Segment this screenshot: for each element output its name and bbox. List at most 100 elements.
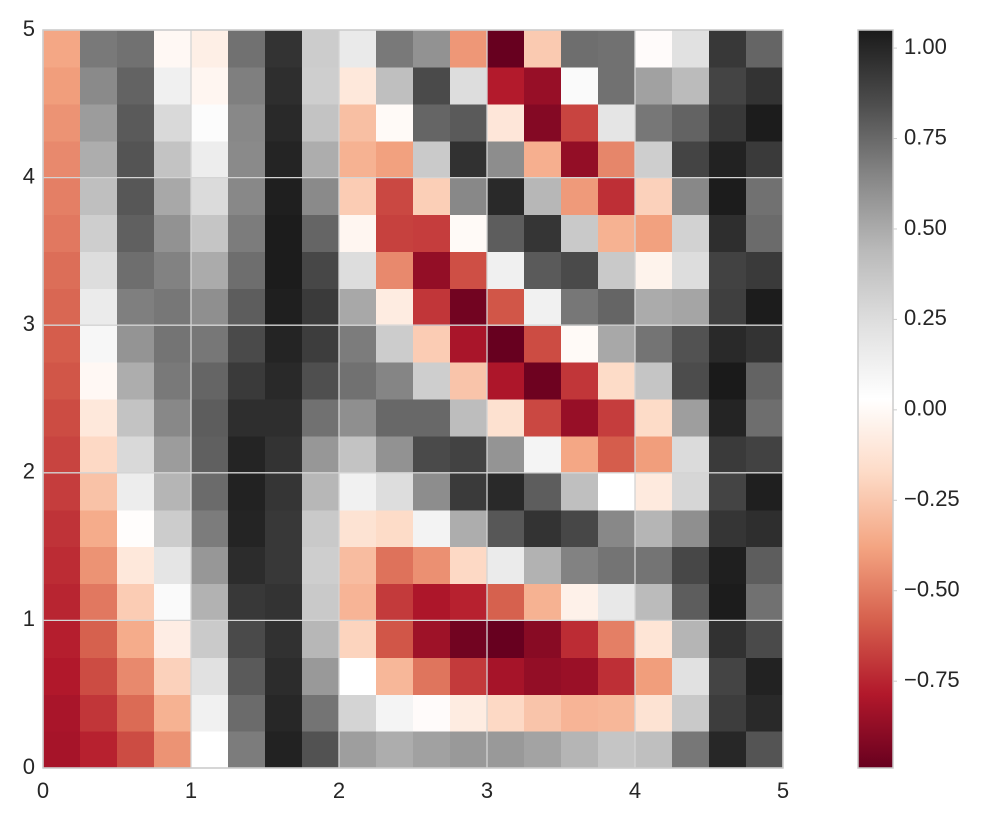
heatmap-cell	[635, 546, 673, 585]
heatmap-cell	[450, 472, 488, 511]
heatmap-cell	[524, 620, 562, 658]
colorbar-tick-label: 0.75	[904, 124, 947, 149]
heatmap-cell	[561, 583, 599, 621]
heatmap-cell	[154, 362, 192, 400]
heatmap-cell	[302, 657, 340, 695]
heatmap-cell	[672, 694, 710, 732]
heatmap-cell	[80, 140, 118, 179]
heatmap-cell	[265, 177, 303, 216]
heatmap-cell	[487, 325, 525, 363]
heatmap-cell	[43, 694, 81, 732]
heatmap-cell	[598, 214, 636, 252]
heatmap-cell	[302, 731, 340, 769]
heatmap-cell	[339, 472, 377, 511]
heatmap-cell	[117, 140, 155, 179]
heatmap-cell	[80, 251, 118, 289]
heatmap-cell	[487, 30, 525, 68]
heatmap-cell	[117, 214, 155, 252]
heatmap-cell	[339, 657, 377, 695]
heatmap-cell	[709, 251, 747, 289]
heatmap-cell	[524, 288, 562, 326]
heatmap-cell	[43, 620, 81, 658]
y-tick-label: 3	[23, 311, 35, 336]
heatmap-cell	[191, 288, 229, 326]
heatmap-cell	[561, 288, 599, 326]
colorbar-tick-label: −0.25	[904, 486, 960, 511]
heatmap-cell	[413, 509, 451, 548]
heatmap-cell	[672, 657, 710, 695]
heatmap-cell	[746, 694, 784, 732]
heatmap-cell	[154, 214, 192, 252]
heatmap-cell	[43, 140, 81, 179]
heatmap-cell	[302, 546, 340, 585]
heatmap-cell	[672, 399, 710, 437]
heatmap-cell	[672, 325, 710, 363]
heatmap-cell	[80, 731, 118, 769]
heatmap-cell	[80, 620, 118, 658]
heatmap-cell	[709, 399, 747, 437]
heatmap-cell	[339, 620, 377, 658]
heatmap-cell	[376, 620, 414, 658]
heatmap-cell	[228, 66, 266, 105]
heatmap-cell	[561, 103, 599, 142]
heatmap-cell	[524, 731, 562, 769]
heatmap-cell	[598, 140, 636, 179]
heatmap-cell	[561, 251, 599, 289]
heatmap-cell	[265, 66, 303, 105]
heatmap-cell	[709, 288, 747, 326]
heatmap-cell	[487, 140, 525, 179]
heatmap-cell	[450, 399, 488, 437]
heatmap-cell	[80, 657, 118, 695]
heatmap-cell	[265, 362, 303, 400]
heatmap-cell	[43, 177, 81, 216]
heatmap-cell	[376, 509, 414, 548]
heatmap-cell	[413, 657, 451, 695]
heatmap-cell	[80, 546, 118, 585]
heatmap-cell	[191, 472, 229, 511]
heatmap-cell	[43, 435, 81, 474]
heatmap-cell	[302, 325, 340, 363]
heatmap-cell	[339, 399, 377, 437]
heatmap-cell	[191, 546, 229, 585]
heatmap-cell	[635, 731, 673, 769]
heatmap-cell	[635, 214, 673, 252]
heatmap-cell	[635, 177, 673, 216]
heatmap-cell	[376, 583, 414, 621]
heatmap-cell	[450, 214, 488, 252]
heatmap-cell	[191, 509, 229, 548]
heatmap-cell	[635, 103, 673, 142]
x-tick-label: 0	[37, 778, 49, 803]
heatmap-cell	[672, 288, 710, 326]
heatmap-cell	[709, 435, 747, 474]
heatmap-cell	[191, 177, 229, 216]
heatmap-cell	[746, 583, 784, 621]
heatmap-cell	[117, 583, 155, 621]
heatmap-cell	[598, 288, 636, 326]
heatmap-cell	[228, 288, 266, 326]
heatmap-cell	[672, 435, 710, 474]
heatmap-cell	[413, 214, 451, 252]
heatmap-cell	[524, 657, 562, 695]
heatmap-cell	[487, 177, 525, 216]
heatmap-cell	[635, 657, 673, 695]
heatmap-cell	[228, 30, 266, 68]
heatmap-cell	[80, 399, 118, 437]
heatmap-cell	[413, 251, 451, 289]
heatmap-cell	[635, 583, 673, 621]
heatmap-cell	[450, 103, 488, 142]
heatmap-cell	[450, 177, 488, 216]
heatmap-cell	[228, 509, 266, 548]
heatmap-cell	[117, 66, 155, 105]
heatmap-cell	[746, 731, 784, 769]
colorbar-tick-label: −0.50	[904, 577, 960, 602]
heatmap-cell	[487, 731, 525, 769]
heatmap-cell	[746, 657, 784, 695]
heatmap-cell	[265, 251, 303, 289]
heatmap-cell	[302, 694, 340, 732]
heatmap-cell	[43, 399, 81, 437]
heatmap-cell	[524, 546, 562, 585]
heatmap-cell	[302, 140, 340, 179]
heatmap-cell	[228, 399, 266, 437]
heatmap-cell	[43, 66, 81, 105]
